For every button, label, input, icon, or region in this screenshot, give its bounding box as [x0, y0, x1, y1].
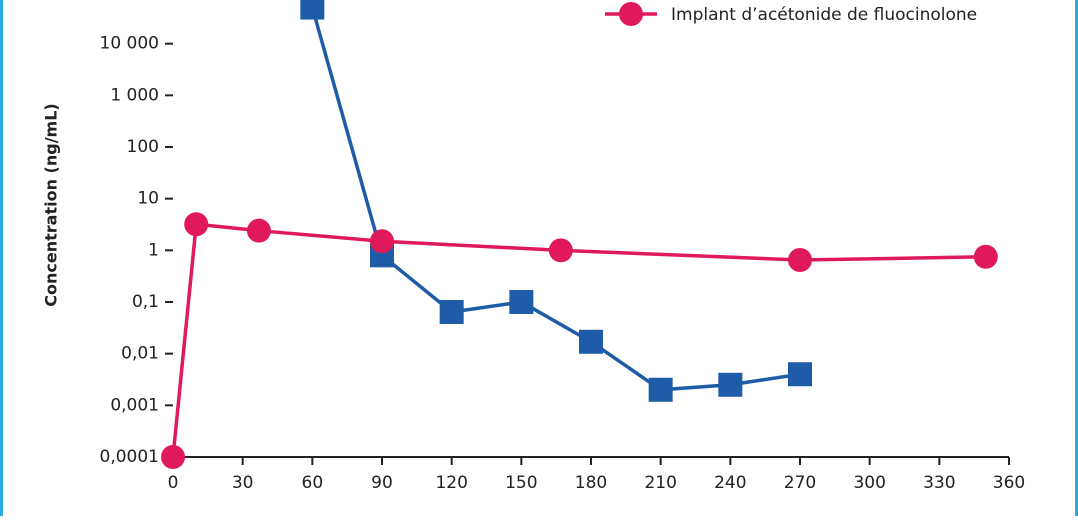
x-tick-label: 240	[714, 473, 746, 493]
point	[300, 0, 325, 20]
frame-right	[1075, 0, 1078, 516]
legend-label: Implant d’acétonide de fluocinolone	[671, 5, 977, 25]
frame-left	[0, 0, 3, 516]
y-tick-label: 0,001	[110, 395, 159, 415]
x-tick-label: 0	[168, 473, 179, 493]
point	[788, 362, 812, 387]
x-tick-label: 210	[644, 473, 676, 493]
x-tick-label: 90	[371, 473, 393, 493]
point	[439, 300, 464, 325]
point	[788, 247, 812, 272]
point	[161, 445, 185, 469]
legend-marker	[619, 2, 643, 26]
y-tick-label: 1 000	[110, 85, 159, 105]
point	[184, 212, 209, 237]
point	[973, 244, 998, 269]
y-axis-label: Concentration (ng/mL)	[42, 103, 61, 306]
y-tick-label: 0,0001	[100, 447, 159, 467]
x-tick-label: 360	[993, 473, 1025, 493]
x-tick-label: 30	[232, 473, 254, 493]
point	[648, 377, 673, 402]
point	[509, 289, 534, 314]
y-tick-label: 100	[127, 137, 159, 157]
point	[579, 329, 603, 354]
x-tick-label: 270	[784, 473, 816, 493]
y-tick-label: 10 000	[100, 34, 159, 54]
point	[246, 218, 271, 243]
point	[718, 372, 743, 397]
point	[548, 238, 573, 263]
x-tick-label: 330	[923, 473, 955, 493]
series-line	[310, 7, 801, 392]
point	[370, 229, 394, 254]
x-tick-label: 300	[853, 473, 885, 493]
x-tick-label: 120	[435, 473, 467, 493]
x-tick-label: 60	[302, 473, 324, 493]
y-tick-label: 10	[137, 189, 159, 209]
y-tick-label: 0,01	[121, 344, 159, 364]
x-tick-label: 150	[505, 473, 537, 493]
x-tick-label: 180	[575, 473, 607, 493]
y-tick-label: 0,1	[132, 292, 159, 312]
y-tick-label: 1	[148, 240, 159, 260]
